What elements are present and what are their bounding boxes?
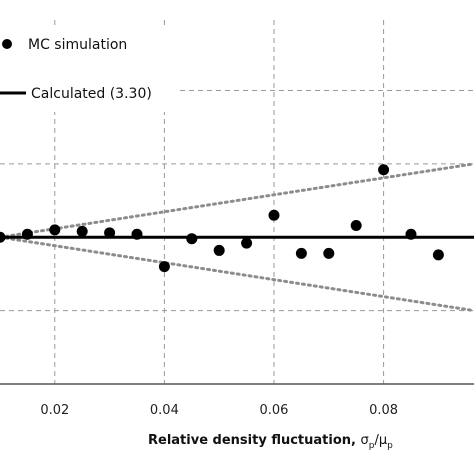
x-tick-label-2: 0.06 [260, 403, 289, 418]
x-tick-labels: 0.02 0.04 0.06 0.08 [40, 403, 398, 418]
x-tick-label-3: 0.08 [369, 403, 398, 418]
dotted-bounds [0, 162, 474, 313]
x-tick-label-0: 0.02 [40, 403, 69, 418]
mc-point-1 [21, 228, 33, 240]
mc-point-15 [405, 228, 417, 240]
legend-label-calculated: Calculated (3.30) [31, 86, 152, 102]
mc-point-2 [49, 224, 61, 236]
mc-point-13 [350, 219, 362, 231]
x-axis-label-sigma: σ [361, 433, 369, 448]
mc-point-12 [323, 247, 335, 259]
dotted-bound-line-2 [0, 162, 474, 239]
legend: MC simulation Calculated (3.30) [0, 28, 178, 112]
mc-point-6 [158, 261, 170, 273]
legend-label-mc-simulation: MC simulation [28, 37, 127, 53]
mc-point-8 [213, 244, 225, 256]
mc-simulation-series [0, 164, 444, 273]
mc-point-7 [186, 233, 198, 245]
mc-point-16 [432, 249, 444, 261]
legend-marker-mc-simulation [2, 39, 12, 49]
x-axis-label-main: Relative density fluctuation, [148, 433, 361, 448]
x-tick-label-1: 0.04 [150, 403, 179, 418]
x-axis-label-sub2: p [387, 441, 393, 451]
mc-point-4 [104, 227, 116, 239]
grid-lines [0, 20, 474, 384]
x-axis-label: Relative density fluctuation, σp/μp [148, 433, 393, 451]
mc-point-9 [241, 237, 253, 249]
mc-point-0 [0, 231, 6, 243]
mc-point-5 [131, 228, 143, 240]
mc-point-14 [378, 164, 390, 176]
x-axis-label-sub1: p [369, 441, 375, 451]
dotted-bound-line-3 [0, 235, 474, 313]
mc-point-3 [76, 225, 88, 237]
mc-point-10 [268, 209, 280, 221]
legend-background [0, 28, 178, 112]
mc-point-11 [295, 247, 307, 259]
x-axis-label-slash-mu: /μ [374, 433, 387, 448]
